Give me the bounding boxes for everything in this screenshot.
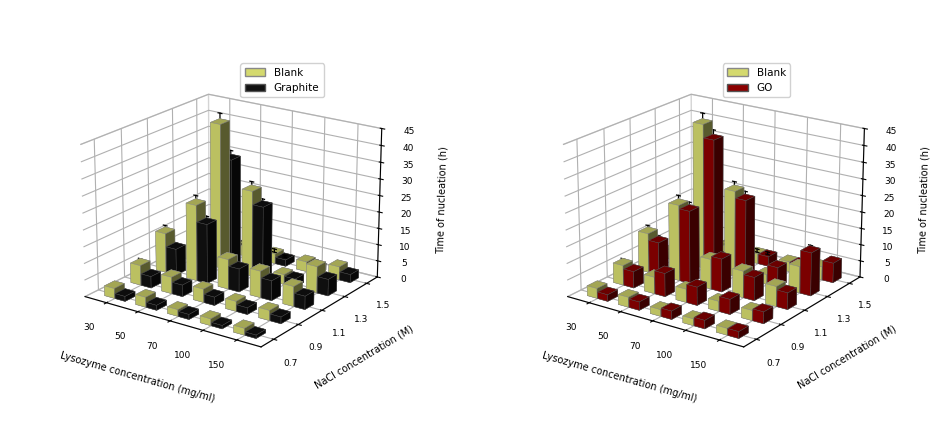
X-axis label: Lysozyme concentration (mg/ml): Lysozyme concentration (mg/ml) xyxy=(541,351,698,404)
Legend: Blank, GO: Blank, GO xyxy=(723,64,790,97)
Legend: Blank, Graphite: Blank, Graphite xyxy=(241,64,323,97)
Y-axis label: NaCl concentration (M): NaCl concentration (M) xyxy=(796,324,898,390)
X-axis label: Lysozyme concentration (mg/ml): Lysozyme concentration (mg/ml) xyxy=(58,351,215,404)
Y-axis label: NaCl concentration (M): NaCl concentration (M) xyxy=(313,324,415,390)
